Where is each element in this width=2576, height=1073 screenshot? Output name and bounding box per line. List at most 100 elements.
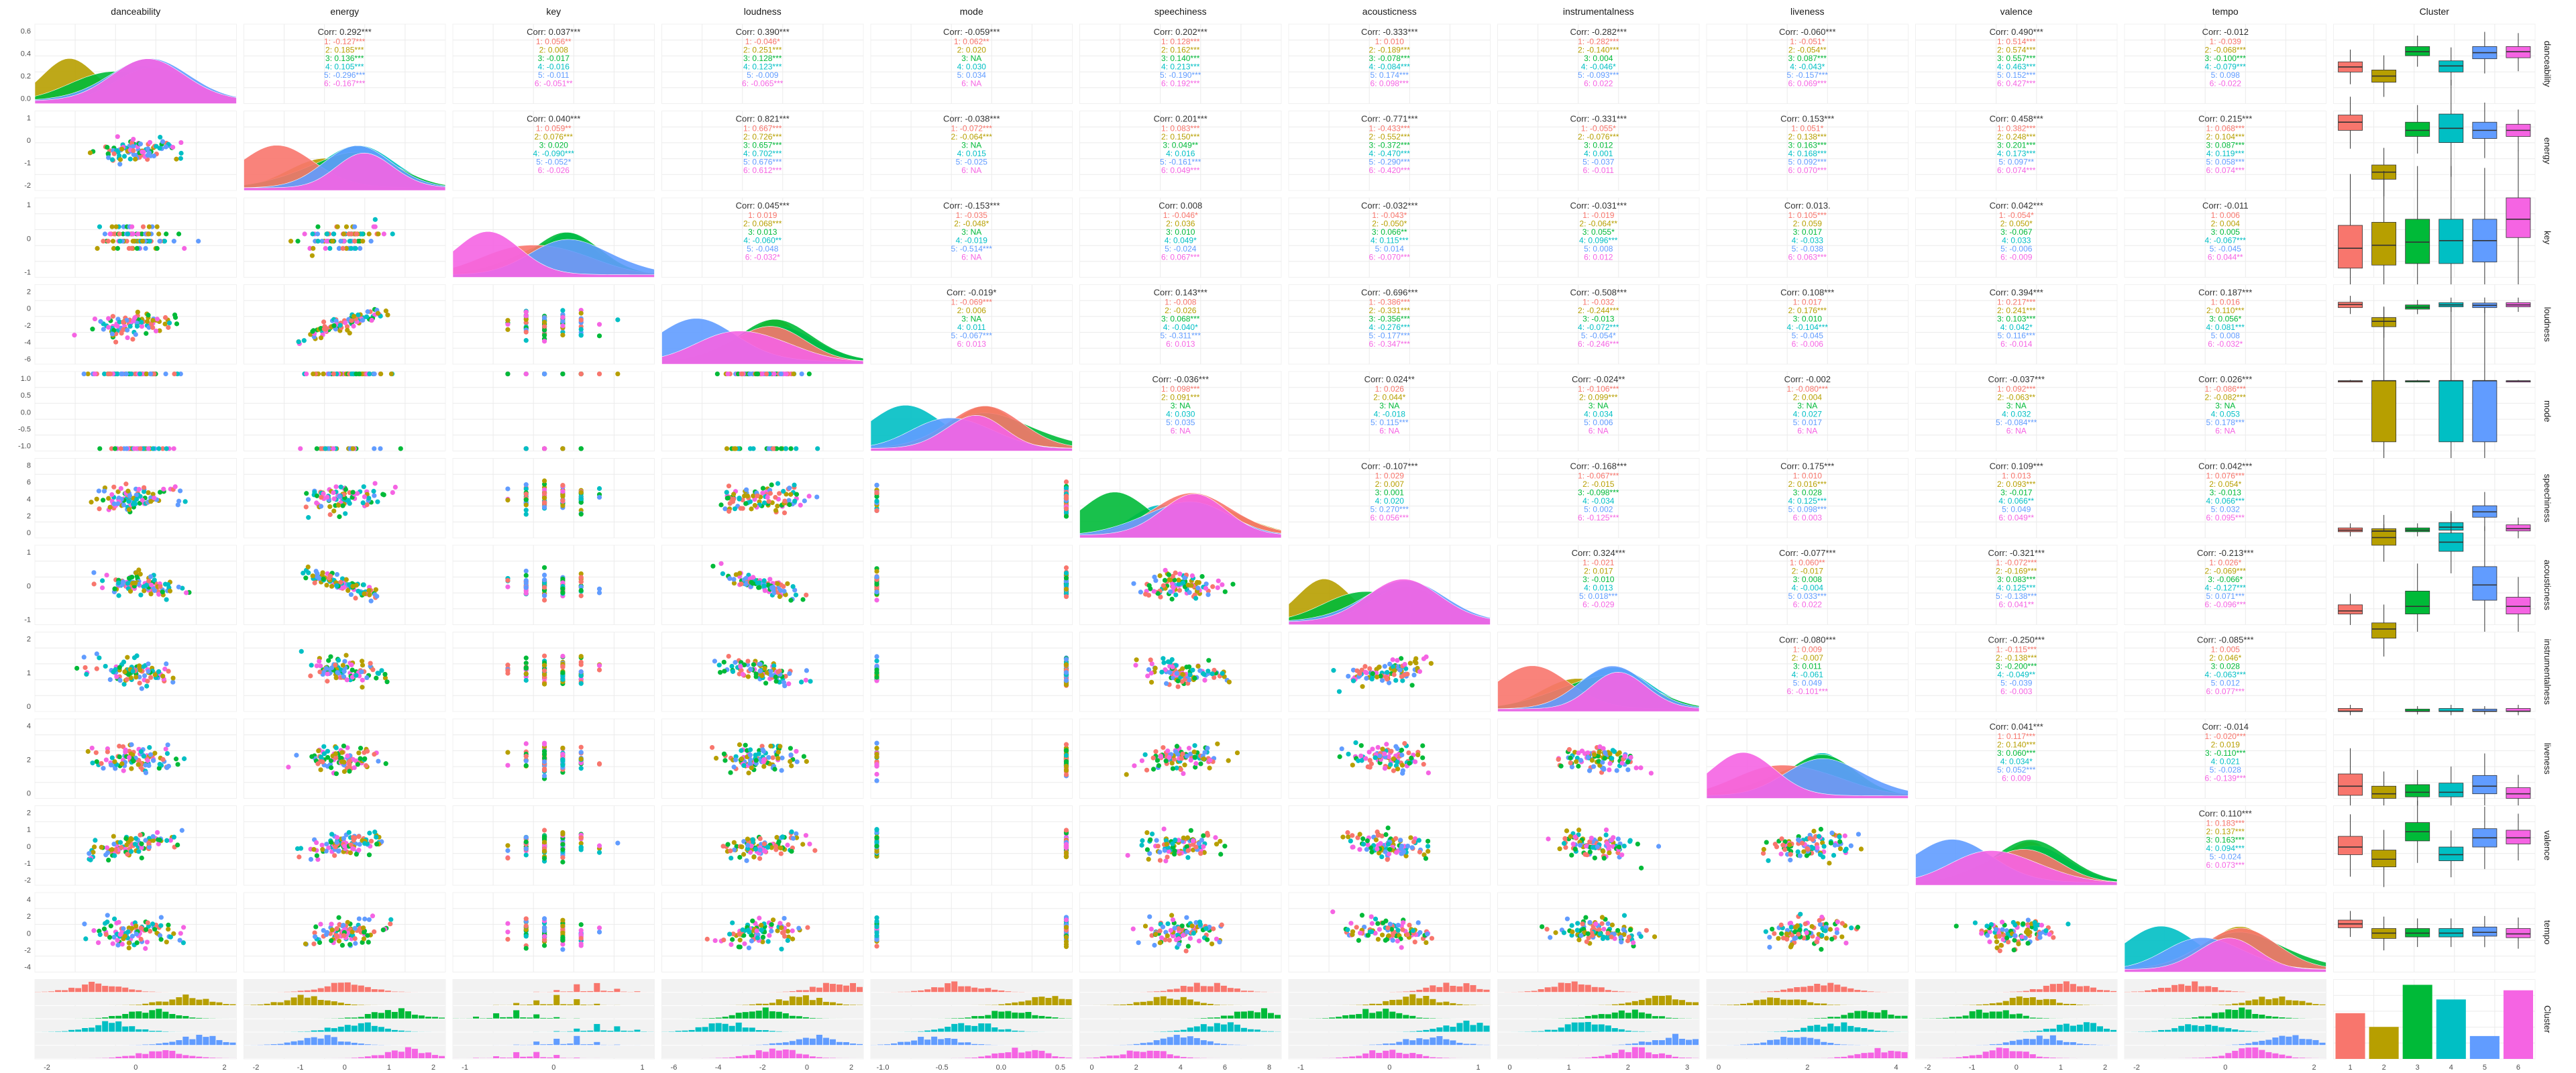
scatter-point-cluster-1 bbox=[166, 325, 171, 330]
panel bbox=[452, 284, 655, 365]
scatter-point-cluster-6 bbox=[1417, 669, 1423, 674]
panel bbox=[2333, 150, 2536, 320]
row-header-acousticness: acousticness bbox=[2542, 560, 2553, 611]
corr-cluster-2: 2: -0.244*** bbox=[1578, 306, 1619, 315]
corr-cluster-3: 3: -0.013 bbox=[2210, 488, 2242, 498]
scatter-point-cluster-6 bbox=[560, 489, 566, 494]
scatter-point-cluster-1 bbox=[541, 668, 547, 673]
scatter-point-cluster-2 bbox=[560, 333, 566, 338]
scatter-point-cluster-2 bbox=[385, 313, 390, 318]
scatter-point-cluster-6 bbox=[149, 582, 154, 587]
scatter-point-cluster-2 bbox=[335, 224, 340, 229]
scatter-point-cluster-6 bbox=[135, 231, 141, 237]
scatter-point-cluster-1 bbox=[731, 496, 737, 502]
scatter-point-cluster-3 bbox=[721, 659, 727, 665]
scatter-point-cluster-5 bbox=[541, 593, 547, 598]
corr-cluster-3: 3: 0.012 bbox=[1584, 141, 1613, 150]
scatter-point-cluster-6 bbox=[738, 664, 743, 669]
corr-overall: Corr: -0.011 bbox=[2202, 201, 2248, 211]
corr-overall: Corr: -0.168*** bbox=[1570, 461, 1627, 471]
scatter-point-cluster-2 bbox=[373, 587, 378, 592]
scatter-point-cluster-6 bbox=[596, 322, 602, 327]
scatter-point-cluster-1 bbox=[110, 314, 115, 319]
scatter-point-cluster-4 bbox=[309, 663, 314, 668]
scatter-point-cluster-5 bbox=[541, 572, 547, 578]
scatter-point-cluster-5 bbox=[164, 661, 169, 667]
scatter-point-cluster-1 bbox=[138, 446, 143, 451]
panel-background bbox=[2333, 545, 2536, 625]
scatter-point-cluster-5 bbox=[761, 748, 766, 754]
panel-background bbox=[1497, 284, 1700, 365]
panel bbox=[1079, 718, 1282, 799]
scatter-point-cluster-2 bbox=[768, 743, 773, 749]
scatter-point-cluster-1 bbox=[160, 446, 166, 451]
scatter-point-cluster-2 bbox=[541, 495, 547, 501]
scatter-point-cluster-2 bbox=[560, 503, 566, 508]
corr-overall: Corr: 0.108*** bbox=[1780, 288, 1834, 298]
scatter-point-cluster-2 bbox=[1380, 746, 1385, 752]
scatter-point-cluster-3 bbox=[97, 446, 103, 451]
scatter-point-cluster-2 bbox=[578, 654, 584, 659]
scatter-point-cluster-5 bbox=[781, 680, 787, 685]
corr-cluster-6: 6: 0.044** bbox=[2208, 253, 2243, 262]
scatter-point-cluster-3 bbox=[806, 371, 812, 377]
scatter-point-cluster-2 bbox=[1395, 767, 1401, 772]
scatter-point-cluster-2 bbox=[523, 502, 529, 508]
scatter-point-cluster-4 bbox=[360, 500, 366, 506]
scatter-point-cluster-2 bbox=[329, 583, 335, 589]
panel-background bbox=[34, 371, 237, 451]
scatter-point-cluster-1 bbox=[327, 512, 333, 517]
corr-cluster-5: 5: -0.048 bbox=[747, 244, 779, 253]
scatter-point-cluster-4 bbox=[1205, 669, 1211, 674]
scatter-point-cluster-4 bbox=[1331, 668, 1336, 673]
scatter-point-cluster-5 bbox=[148, 495, 154, 500]
scatter-point-cluster-2 bbox=[560, 745, 566, 751]
scatter-point-cluster-4 bbox=[162, 239, 167, 244]
scatter-point-cluster-4 bbox=[117, 153, 122, 158]
corr-cluster-2: 2: -0.015 bbox=[1582, 479, 1615, 489]
scatter-point-cluster-4 bbox=[306, 570, 311, 575]
scatter-point-cluster-2 bbox=[1207, 765, 1212, 771]
corr-cluster-2: 2: -0.331*** bbox=[1369, 306, 1411, 315]
scatter-point-cluster-1 bbox=[1150, 755, 1156, 760]
scatter-point-cluster-1 bbox=[560, 664, 566, 669]
scatter-point-cluster-1 bbox=[91, 581, 97, 587]
scatter-point-cluster-5 bbox=[166, 763, 172, 769]
scatter-point-cluster-5 bbox=[1163, 681, 1169, 686]
scatter-point-cluster-5 bbox=[560, 319, 566, 324]
panel bbox=[1497, 718, 1700, 799]
scatter-point-cluster-1 bbox=[109, 446, 114, 451]
scatter-point-cluster-2 bbox=[1157, 573, 1163, 579]
scatter-point-cluster-5 bbox=[102, 231, 108, 237]
scatter-point-cluster-2 bbox=[1428, 661, 1434, 666]
scatter-point-cluster-4 bbox=[354, 673, 359, 678]
scatter-point-cluster-2 bbox=[318, 335, 324, 341]
scatter-point-cluster-5 bbox=[143, 770, 149, 775]
scatter-point-cluster-3 bbox=[801, 754, 806, 759]
scatter-point-cluster-3 bbox=[175, 762, 180, 767]
corr-cluster-1: 1: -0.046* bbox=[745, 37, 780, 46]
corr-overall: Corr: 0.390*** bbox=[736, 27, 790, 37]
scatter-point-cluster-6 bbox=[106, 325, 111, 330]
scatter-point-cluster-2 bbox=[109, 224, 115, 229]
scatter-point-cluster-4 bbox=[1193, 596, 1199, 601]
scatter-point-cluster-4 bbox=[345, 498, 352, 503]
scatter-point-cluster-5 bbox=[329, 665, 335, 671]
scatter-point-cluster-6 bbox=[345, 753, 350, 758]
panel-background bbox=[2124, 284, 2326, 365]
scatter-point-cluster-5 bbox=[1153, 578, 1159, 583]
corr-cluster-6: 6: -0.065*** bbox=[742, 79, 784, 89]
scatter-point-cluster-1 bbox=[578, 744, 584, 750]
corr-overall: Corr: 0.175*** bbox=[1780, 461, 1834, 471]
scatter-point-cluster-5 bbox=[130, 144, 136, 149]
scatter-point-cluster-3 bbox=[362, 756, 368, 761]
scatter-point-cluster-2 bbox=[136, 567, 142, 573]
scatter-point-cluster-3 bbox=[788, 598, 794, 603]
scatter-point-cluster-1 bbox=[578, 579, 584, 584]
scatter-point-cluster-5 bbox=[1411, 672, 1417, 678]
corr-cluster-4: 4: -0.079*** bbox=[2205, 62, 2247, 72]
corr-cluster-3: 3: 0.010 bbox=[1793, 315, 1823, 324]
